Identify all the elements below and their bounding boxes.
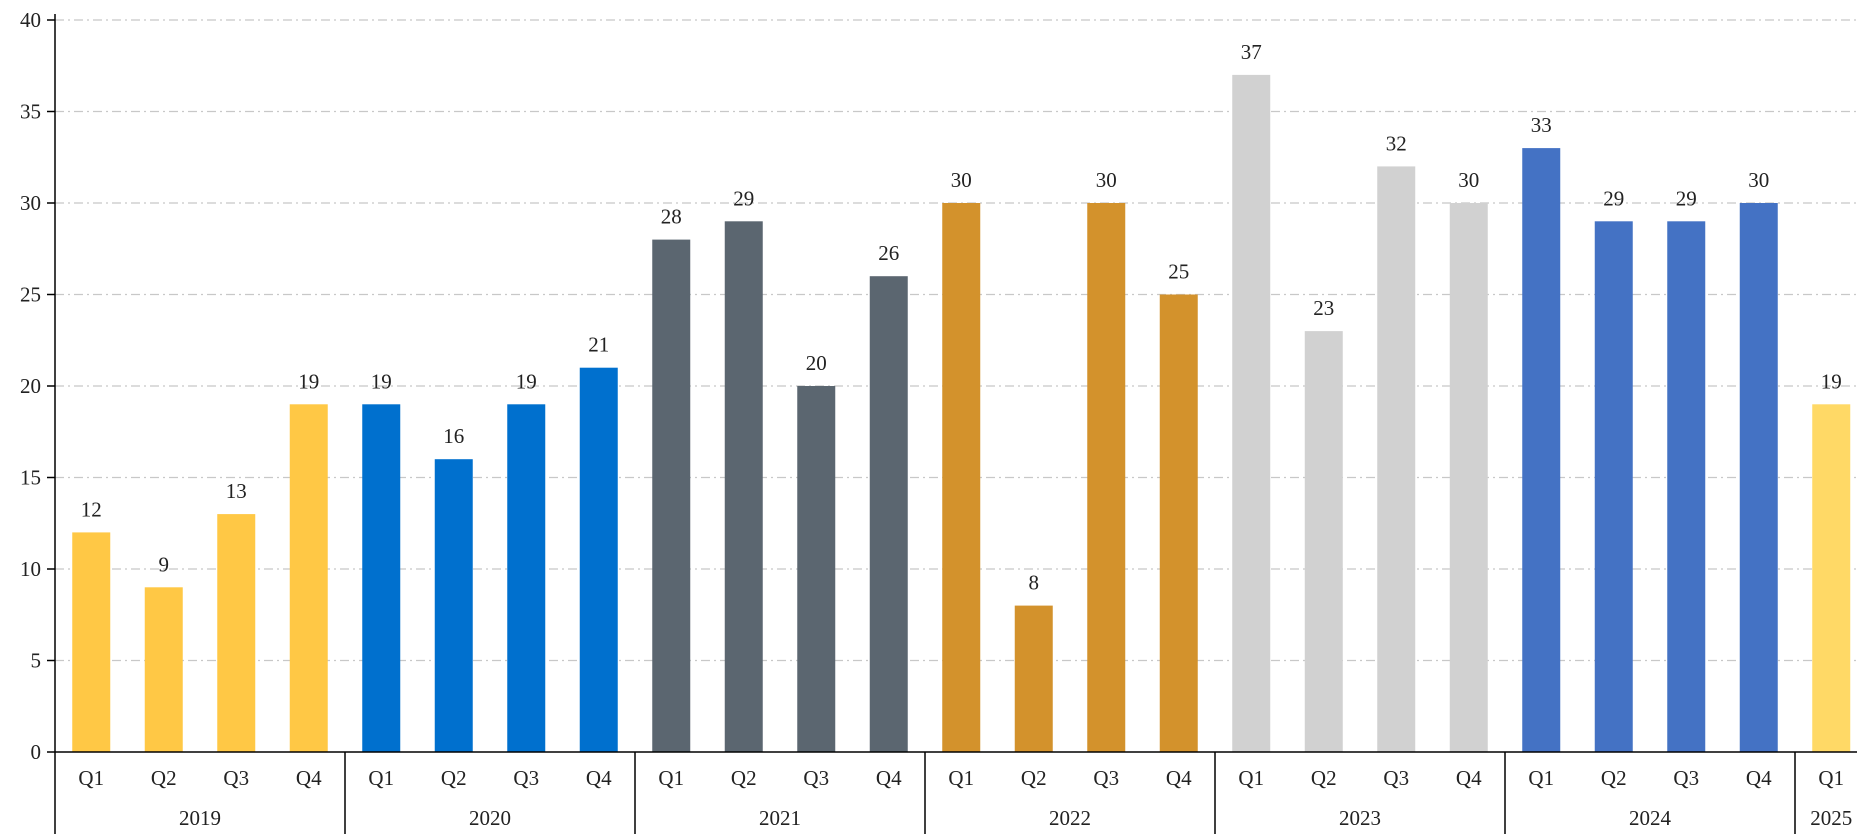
data-label: 9 (159, 552, 170, 576)
bar (942, 203, 981, 752)
quarter-label: Q1 (948, 766, 974, 790)
quarter-label: Q2 (731, 766, 757, 790)
y-tick-label: 5 (31, 649, 42, 673)
bar (1522, 148, 1561, 753)
year-label: 2025 (1810, 806, 1852, 830)
y-tick-label: 40 (20, 8, 41, 32)
quarter-label: Q4 (876, 766, 902, 790)
data-label: 25 (1168, 260, 1189, 284)
bar (652, 239, 691, 753)
bar (724, 221, 763, 753)
data-label: 19 (516, 369, 537, 393)
data-label: 37 (1241, 40, 1262, 64)
quarter-label: Q1 (78, 766, 104, 790)
data-label: 29 (1676, 186, 1697, 210)
bar (434, 459, 473, 752)
quarter-label: Q3 (1673, 766, 1699, 790)
data-label: 23 (1313, 296, 1334, 320)
quarter-label: Q3 (223, 766, 249, 790)
data-label: 12 (81, 497, 102, 521)
quarter-label: Q4 (1456, 766, 1482, 790)
data-label: 8 (1029, 571, 1040, 595)
data-label: 19 (1821, 369, 1842, 393)
quarter-label: Q2 (1601, 766, 1627, 790)
bar (144, 587, 183, 752)
bar (1739, 203, 1778, 752)
quarter-label: Q2 (441, 766, 467, 790)
quarter-label: Q4 (1166, 766, 1192, 790)
bar (362, 404, 401, 752)
data-label: 30 (1748, 168, 1769, 192)
data-label: 33 (1531, 113, 1552, 137)
quarter-label: Q4 (1746, 766, 1772, 790)
quarter-label: Q2 (1021, 766, 1047, 790)
bar (1304, 331, 1343, 752)
quarter-label: Q1 (1238, 766, 1264, 790)
data-label: 32 (1386, 131, 1407, 155)
year-label: 2020 (469, 806, 511, 830)
bar (1812, 404, 1851, 752)
year-label: 2024 (1629, 806, 1672, 830)
quarter-label: Q1 (1528, 766, 1554, 790)
y-tick-label: 35 (20, 100, 41, 124)
bar (72, 532, 111, 752)
year-label: 2021 (759, 806, 801, 830)
quarter-label: Q2 (151, 766, 177, 790)
data-label: 19 (371, 369, 392, 393)
quarter-label: Q3 (513, 766, 539, 790)
bar (1594, 221, 1633, 753)
data-label: 30 (1458, 168, 1479, 192)
bar (1087, 203, 1126, 752)
y-tick-label: 0 (31, 740, 42, 764)
data-label: 19 (298, 369, 319, 393)
data-label: 28 (661, 205, 682, 229)
year-label: 2023 (1339, 806, 1381, 830)
quarter-label: Q1 (368, 766, 394, 790)
y-tick-label: 10 (20, 557, 41, 581)
bar (797, 386, 836, 752)
data-label: 13 (226, 479, 247, 503)
data-label: 29 (733, 186, 754, 210)
bar (217, 514, 256, 752)
data-label: 26 (878, 241, 899, 265)
quarter-label: Q4 (586, 766, 612, 790)
data-label: 29 (1603, 186, 1624, 210)
bar (1232, 74, 1271, 752)
year-label: 2022 (1049, 806, 1091, 830)
bar (507, 404, 546, 752)
data-label: 20 (806, 351, 827, 375)
quarter-label: Q3 (1383, 766, 1409, 790)
quarter-label: Q1 (658, 766, 684, 790)
bar (1377, 166, 1416, 752)
y-tick-label: 25 (20, 283, 41, 307)
bar (869, 276, 908, 752)
quarter-label: Q2 (1311, 766, 1337, 790)
quarter-label: Q3 (803, 766, 829, 790)
data-label: 30 (1096, 168, 1117, 192)
y-axis-ticks: 0 5 10 15 20 25 30 35 40 (20, 8, 55, 764)
data-label: 21 (588, 333, 609, 357)
y-tick-label: 15 (20, 466, 41, 490)
bar (1014, 605, 1053, 752)
bar (289, 404, 328, 752)
bar (579, 367, 618, 752)
quarter-label: Q1 (1818, 766, 1844, 790)
bar (1667, 221, 1706, 753)
quarter-label: Q4 (296, 766, 322, 790)
bar (1449, 203, 1488, 752)
data-label: 30 (951, 168, 972, 192)
quarter-label: Q3 (1093, 766, 1119, 790)
y-tick-label: 20 (20, 374, 41, 398)
data-label: 16 (443, 424, 464, 448)
bars (72, 74, 1851, 753)
data-labels: 12 9 13 19 19 16 19 21 28 29 20 26 30 8 30 25 37 23 32 30 33… (81, 40, 1842, 595)
year-label: 2019 (179, 806, 221, 830)
y-tick-label: 30 (20, 191, 41, 215)
bar (1159, 294, 1198, 752)
